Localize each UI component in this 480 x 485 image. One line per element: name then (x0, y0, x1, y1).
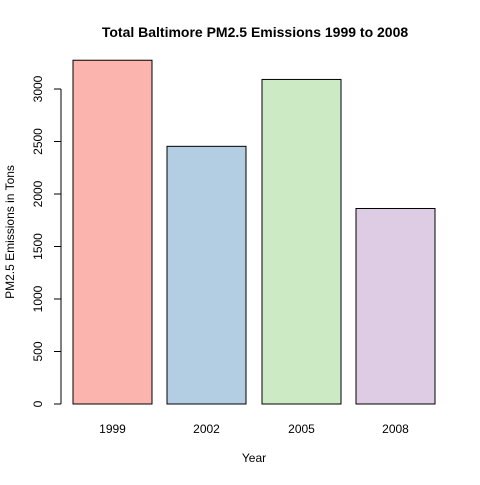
bar-2002 (167, 146, 246, 404)
x-tick-label: 1999 (99, 422, 126, 436)
y-axis: 0 500 1000 1500 2000 2500 3000 (31, 75, 61, 407)
chart-title: Total Baltimore PM2.5 Emissions 1999 to … (102, 24, 409, 40)
x-tick-label: 2002 (193, 422, 220, 436)
bar-1999 (73, 60, 152, 404)
y-tick-label: 0 (31, 400, 45, 407)
y-tick-label: 3000 (31, 75, 45, 102)
y-tick-label: 1000 (31, 285, 45, 312)
y-axis-label: PM2.5 Emissions in Tons (3, 165, 17, 299)
y-tick-label: 2000 (31, 180, 45, 207)
y-tick-label: 500 (31, 341, 45, 361)
bar-2008 (356, 208, 435, 404)
y-tick-label: 1500 (31, 233, 45, 260)
y-tick-label: 2500 (31, 128, 45, 155)
x-axis-ticks: 1999 2002 2005 2008 (99, 422, 409, 436)
bars (73, 60, 435, 404)
bar-2005 (262, 79, 341, 404)
x-tick-label: 2008 (382, 422, 409, 436)
x-tick-label: 2005 (288, 422, 315, 436)
x-axis-label: Year (242, 451, 266, 465)
